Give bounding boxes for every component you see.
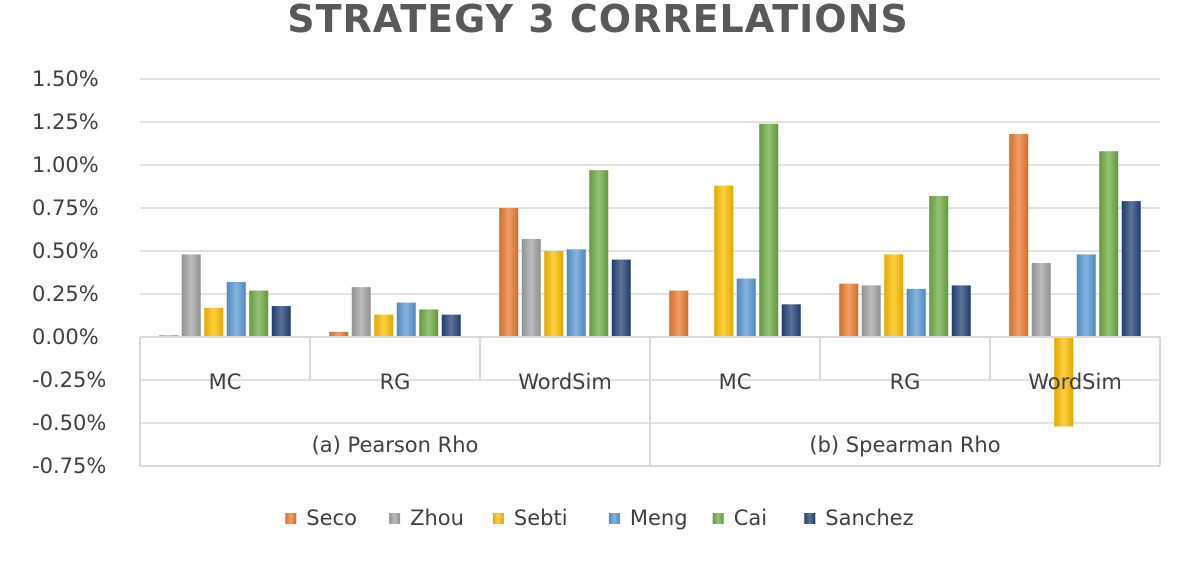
bar-sebti-3	[714, 185, 734, 337]
legend-item-sanchez: Sanchez	[804, 506, 914, 530]
bar-sebti-2	[544, 251, 564, 337]
legend-label: Cai	[734, 506, 767, 530]
y-tick-label: 0.50%	[32, 239, 99, 263]
category-label: WordSim	[518, 370, 612, 394]
bar-cai-5	[1099, 151, 1119, 337]
bar-meng-3	[736, 278, 756, 337]
legend-item-meng: Meng	[608, 506, 688, 530]
bar-zhou-5	[1031, 263, 1051, 337]
legend: Seco Zhou Sebti Meng Cai Sanchez	[285, 506, 914, 530]
chart-title: STRATEGY 3 CORRELATIONS	[287, 0, 909, 41]
legend-swatch	[492, 513, 504, 524]
y-tick-label: 1.50%	[32, 67, 99, 91]
bar-sebti-1	[374, 314, 394, 337]
legend-label: Sanchez	[825, 506, 913, 530]
legend-swatch	[712, 513, 724, 524]
group-label: (b) Spearman Rho	[809, 433, 1000, 457]
bar-seco-5	[1009, 134, 1029, 337]
category-axis: MC RG WordSim MC RG WordSim (a) Pearson Rho (b)…	[139, 336, 1161, 467]
bar-sanchez-0	[271, 306, 291, 337]
bar-sebti-0	[204, 307, 224, 337]
bar-sebti-5	[1054, 337, 1074, 427]
legend-swatch	[804, 513, 816, 524]
legend-swatch	[608, 513, 620, 524]
bar-cai-4	[929, 195, 949, 337]
legend-item-cai: Cai	[712, 506, 767, 530]
legend-label: Zhou	[410, 506, 464, 530]
bar-cai-2	[589, 170, 609, 337]
bar-zhou-2	[521, 238, 541, 337]
y-tick-label: 0.00%	[32, 325, 99, 349]
bar-sebti-4	[884, 254, 904, 337]
y-tick-label: 0.25%	[32, 282, 99, 306]
bar-seco-3	[669, 290, 689, 337]
y-tick-label: -0.25%	[32, 368, 106, 392]
legend-label: Seco	[306, 506, 357, 530]
bar-meng-2	[566, 249, 586, 337]
legend-item-sebti: Sebti	[492, 506, 568, 530]
y-tick-label: -0.75%	[32, 454, 106, 478]
y-axis-ticks: 1.50% 1.25% 1.00% 0.75% 0.50% 0.25% 0.00% -0.25…	[32, 67, 106, 478]
bar-sanchez-2	[611, 259, 631, 337]
bar-cai-1	[419, 309, 439, 337]
bar-seco-2	[499, 208, 519, 337]
legend-label: Meng	[630, 506, 688, 530]
bar-meng-0	[226, 281, 246, 337]
bar-sanchez-4	[951, 285, 971, 337]
legend-item-seco: Seco	[285, 506, 357, 530]
bar-meng-1	[396, 302, 416, 337]
bar-sanchez-5	[1121, 201, 1141, 337]
bar-sanchez-3	[781, 304, 801, 337]
bar-zhou-1	[351, 287, 371, 337]
bar-seco-1	[329, 331, 349, 337]
legend-label: Sebti	[514, 506, 568, 530]
category-label: MC	[719, 370, 752, 394]
bar-zhou-0	[181, 254, 201, 337]
y-tick-label: -0.50%	[32, 411, 106, 435]
category-label: RG	[890, 370, 921, 394]
bar-meng-4	[906, 288, 926, 337]
bar-cai-0	[249, 290, 269, 337]
y-tick-label: 1.00%	[32, 153, 99, 177]
y-tick-label: 0.75%	[32, 196, 99, 220]
bar-zhou-4	[861, 285, 881, 337]
category-label: MC	[209, 370, 242, 394]
bar-meng-5	[1076, 254, 1096, 337]
legend-swatch	[285, 513, 297, 524]
bar-cai-3	[759, 123, 779, 337]
bar-sanchez-1	[441, 314, 461, 337]
bar-seco-4	[839, 283, 859, 337]
category-label: WordSim	[1028, 370, 1122, 394]
legend-item-zhou: Zhou	[389, 506, 464, 530]
bars	[159, 123, 1141, 427]
legend-swatch	[389, 513, 401, 524]
y-tick-label: 1.25%	[32, 110, 99, 134]
group-label: (a) Pearson Rho	[312, 433, 479, 457]
category-label: RG	[380, 370, 411, 394]
